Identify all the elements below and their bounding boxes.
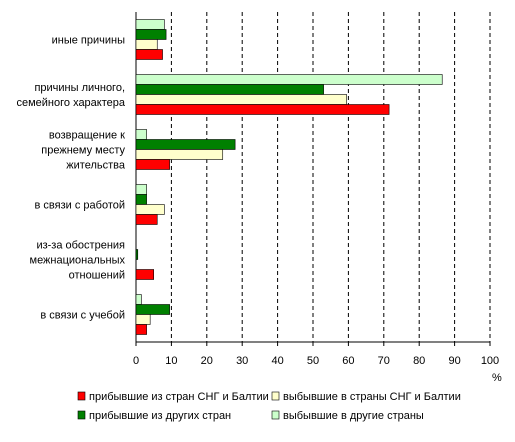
bar [135, 159, 170, 170]
legend-item: выбывшие в другие страны [271, 410, 424, 422]
x-tick-label: 50 [307, 355, 319, 367]
bar [135, 94, 347, 105]
legend-item: выбывшие в страны СНГ и Балтии [271, 391, 461, 403]
x-tick-label: 70 [378, 355, 390, 367]
bar [135, 249, 139, 260]
bar [135, 29, 167, 40]
bar [135, 294, 142, 305]
bars [135, 19, 443, 335]
x-tick-label: 0 [133, 355, 139, 367]
category-label: семейного характера [16, 97, 125, 109]
bar [135, 184, 147, 195]
x-tick-label: 40 [271, 355, 283, 367]
bar [135, 104, 390, 115]
x-tick-label: 20 [201, 355, 213, 367]
x-tick-labels: 0 10 20 30 40 50 60 70 80 90 100 [133, 342, 499, 367]
bar [135, 84, 324, 95]
legend: прибывшие из стран СНГ и Балтии выбывшие … [77, 391, 461, 422]
category-label: отношений [69, 270, 125, 282]
legend-label: выбывшие в другие страны [283, 410, 424, 422]
category-labels: иные причины причины личного, семейного ха… [16, 35, 125, 322]
bar [135, 304, 170, 315]
category-label: в связи с учебой [40, 310, 125, 322]
x-tick-label: 10 [165, 355, 177, 367]
bar [135, 74, 443, 85]
x-tick-label: 90 [448, 355, 460, 367]
legend-item: прибывшие из стран СНГ и Балтии [77, 391, 269, 403]
legend-swatch [271, 410, 280, 420]
bar [135, 129, 147, 140]
legend-swatch [77, 410, 86, 420]
bar [135, 39, 158, 50]
x-tick-label: 100 [481, 355, 499, 367]
bar [135, 314, 151, 325]
legend-swatch [77, 391, 86, 401]
category-label: прежнему месту [41, 145, 125, 157]
x-tick-label: 60 [342, 355, 354, 367]
legend-item: прибывшие из других стран [77, 410, 231, 422]
x-tick-label: 30 [236, 355, 248, 367]
category-label: межнациональных [30, 255, 126, 267]
bar [135, 149, 224, 160]
bar [135, 194, 147, 205]
unit-label: % [492, 372, 502, 384]
bar [135, 139, 236, 150]
bar [135, 19, 165, 30]
bar [135, 204, 165, 215]
bar [135, 214, 158, 225]
x-tick-label: 80 [413, 355, 425, 367]
category-label: иные причины [52, 35, 125, 47]
legend-label: прибывшие из стран СНГ и Балтии [89, 391, 269, 403]
legend-label: выбывшие в страны СНГ и Балтии [283, 391, 461, 403]
bar [135, 269, 155, 280]
category-label: причины личного, [34, 82, 125, 94]
category-label: в связи с работой [35, 200, 125, 212]
bar [135, 324, 147, 335]
category-label: жительства [66, 160, 126, 172]
legend-swatch [271, 391, 280, 401]
grid [135, 12, 491, 343]
legend-label: прибывшие из других стран [89, 410, 231, 422]
category-label: из-за обострения [36, 240, 125, 252]
bar [135, 49, 163, 60]
category-label: возвращение к [49, 130, 125, 142]
